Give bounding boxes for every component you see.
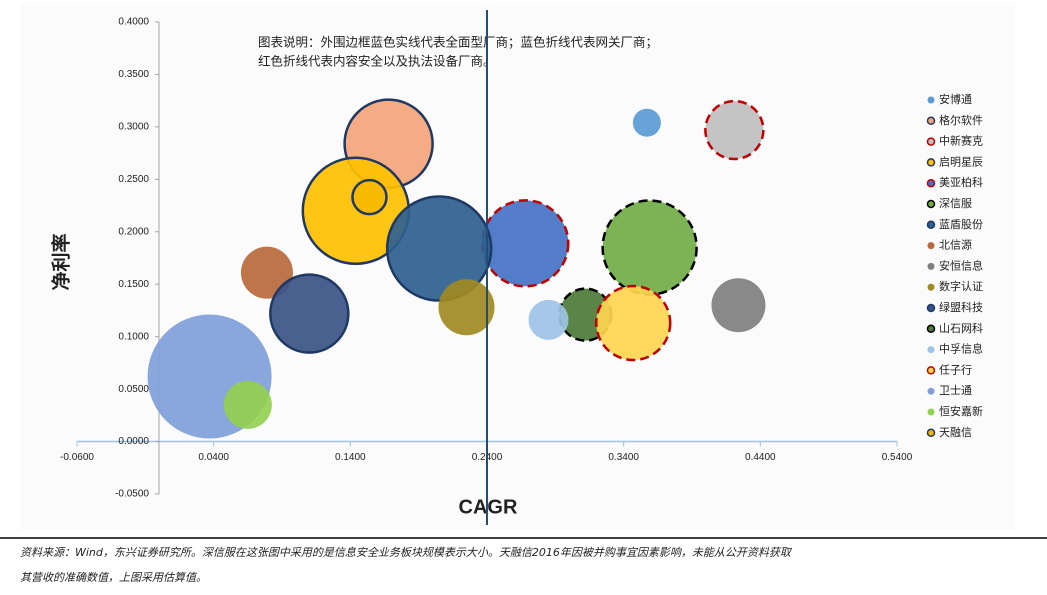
legend-marker	[926, 366, 936, 375]
legend-label: 美亚柏科	[939, 175, 983, 189]
y-tick-label: 0.0000	[118, 436, 149, 447]
legend-marker	[926, 428, 936, 438]
legend-label: 深信服	[939, 197, 972, 210]
legend-marker	[926, 158, 936, 167]
legend-marker	[926, 324, 936, 334]
bubble	[711, 278, 766, 333]
x-tick-label: 0.4400	[745, 452, 776, 463]
legend-marker	[926, 178, 936, 188]
y-axis-label: 净利率	[50, 233, 73, 290]
y-tick-label: 0.1000	[118, 331, 149, 342]
legend-label: 安恒信息	[939, 258, 983, 272]
y-tick-label: 0.0500	[118, 384, 149, 395]
annotation: 图表说明：外围边框蓝色实线代表全面型厂商；蓝色折线代表网关厂商；	[258, 35, 658, 50]
bubble	[528, 299, 569, 340]
legend-marker	[926, 199, 936, 209]
bubble	[601, 199, 698, 296]
legend-label: 任子行	[939, 363, 972, 376]
legend-label: 数字认证	[939, 279, 983, 293]
bubble	[704, 99, 765, 161]
bubble	[385, 195, 493, 302]
legend-label: 启明星辰	[939, 155, 983, 168]
y-tick-label: 0.2000	[118, 226, 149, 237]
annotation: 红色折线代表内容安全以及执法设备厂商。	[258, 54, 496, 69]
footer-text: 其营收的准确数值，上图采用估算值。	[20, 571, 207, 584]
y-tick-label: -0.0500	[115, 489, 149, 500]
legend-marker	[927, 262, 935, 270]
bubble	[438, 279, 495, 336]
bubble	[240, 246, 293, 299]
legend-label: 山石网科	[939, 321, 983, 335]
bubble	[351, 178, 388, 216]
legend-label: 安博通	[939, 92, 972, 106]
legend-label: 蓝盾股份	[939, 218, 983, 231]
x-tick-label: 0.5400	[882, 452, 913, 463]
legend-marker	[927, 408, 935, 416]
legend-marker	[927, 387, 935, 395]
y-tick-label: 0.1500	[118, 279, 149, 290]
legend-label: 绿盟科技	[939, 300, 983, 314]
legend-label: 天融信	[939, 426, 972, 439]
footer-text: 资料来源：Wind，东兴证券研究所。深信服在这张图中采用的是信息安全业务板块规模…	[20, 546, 793, 559]
bubble	[223, 380, 272, 429]
bubble	[632, 108, 661, 137]
legend-label: 格尔软件	[939, 113, 983, 127]
legend-marker	[926, 220, 936, 230]
legend-marker	[927, 96, 935, 104]
bubble	[481, 199, 570, 288]
legend-label: 北信源	[939, 238, 972, 252]
x-tick-label: -0.0600	[60, 452, 94, 463]
legend-marker	[926, 303, 936, 313]
legend-label: 卫士通	[939, 384, 972, 397]
y-tick-label: 0.2500	[118, 174, 149, 185]
x-tick-label: 0.0400	[198, 452, 229, 463]
legend-label: 恒安嘉新	[939, 404, 983, 418]
y-tick-label: 0.3500	[118, 69, 149, 80]
x-axis-label: CAGR	[459, 496, 518, 518]
y-tick-label: 0.4000	[118, 17, 149, 28]
legend-label: 中孚信息	[939, 342, 983, 356]
y-tick-label: 0.3000	[118, 122, 149, 133]
legend-marker	[927, 283, 935, 291]
legend-label: 中新赛克	[939, 134, 983, 148]
x-tick-label: 0.3400	[608, 452, 639, 463]
legend-marker	[927, 242, 935, 250]
legend-marker	[926, 137, 936, 146]
legend-marker	[927, 346, 935, 354]
bubble	[269, 273, 350, 354]
x-tick-label: 0.1400	[335, 452, 366, 463]
bubble	[594, 284, 672, 362]
legend-marker	[926, 116, 936, 126]
